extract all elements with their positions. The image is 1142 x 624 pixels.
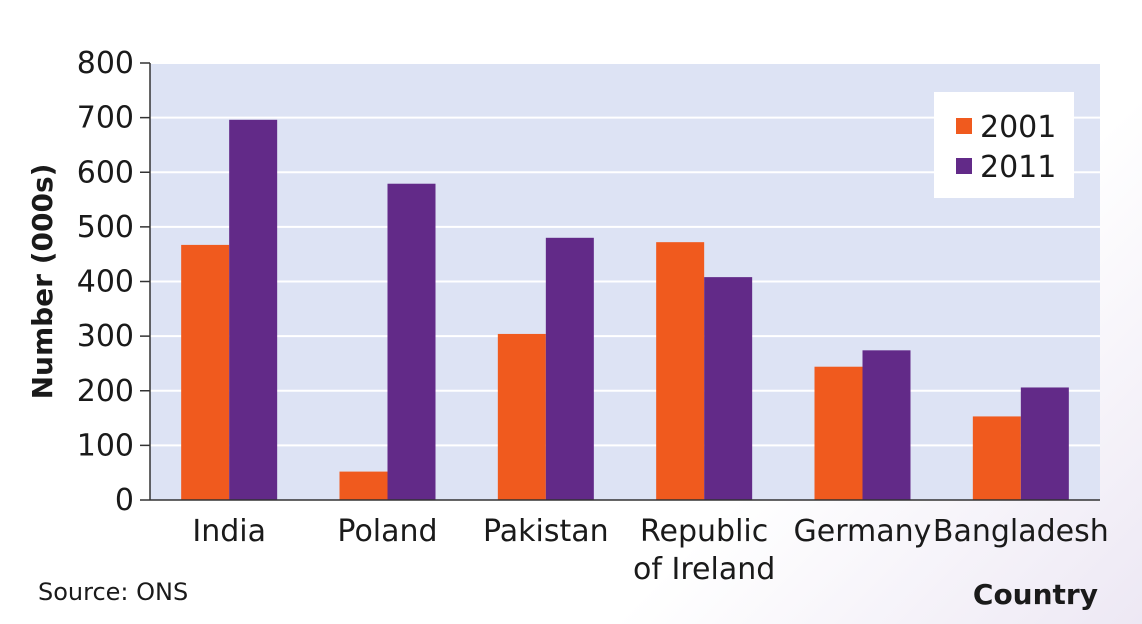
legend-swatch-2001: [956, 118, 972, 134]
bar-2011-0: [229, 119, 278, 500]
x-category-line: Bangladesh: [933, 514, 1109, 549]
y-tick-label-700: 700: [77, 101, 134, 136]
bar-2011-4: [862, 350, 911, 500]
x-category-label-2: Pakistan: [483, 514, 609, 549]
legend-swatch-2011: [956, 158, 972, 174]
legend-box: [934, 92, 1074, 198]
y-tick-label-0: 0: [115, 483, 134, 518]
bar-2001-2: [497, 333, 546, 500]
y-axis-title: Number (000s): [26, 164, 59, 400]
bar-2001-3: [656, 242, 705, 501]
x-category-line: Germany: [794, 514, 932, 549]
bar-2011-3: [704, 277, 753, 500]
y-tick-label-800: 800: [77, 46, 134, 81]
y-tick-label-600: 600: [77, 155, 134, 190]
x-category-label-5: Bangladesh: [933, 514, 1109, 549]
x-category-line: of Ireland: [633, 552, 775, 587]
legend-label-2011: 2011: [980, 150, 1056, 185]
x-axis-title: Country: [973, 578, 1098, 611]
bar-2001-0: [181, 244, 230, 500]
y-tick-label-200: 200: [77, 374, 134, 409]
y-tick-label-500: 500: [77, 210, 134, 245]
y-tick-label-400: 400: [77, 265, 134, 300]
bar-2011-2: [545, 237, 594, 501]
bar-2001-4: [814, 366, 863, 500]
y-tick-label-300: 300: [77, 319, 134, 354]
bar-2001-5: [972, 416, 1021, 500]
bar-2011-5: [1020, 387, 1069, 500]
x-category-line: Poland: [337, 514, 437, 549]
bar-2001-1: [339, 471, 388, 500]
x-category-label-0: India: [192, 514, 266, 549]
x-category-label-4: Germany: [794, 514, 932, 549]
legend-label-2001: 2001: [980, 110, 1056, 145]
x-category-label-1: Poland: [337, 514, 437, 549]
x-category-line: Republic: [640, 514, 768, 549]
x-category-line: Pakistan: [483, 514, 609, 549]
source-note: Source: ONS: [38, 578, 188, 606]
bar-2011-1: [387, 183, 436, 500]
x-category-label-3: Republic of Ireland: [633, 514, 775, 587]
y-tick-label-100: 100: [77, 428, 134, 463]
x-category-line: India: [192, 514, 266, 549]
